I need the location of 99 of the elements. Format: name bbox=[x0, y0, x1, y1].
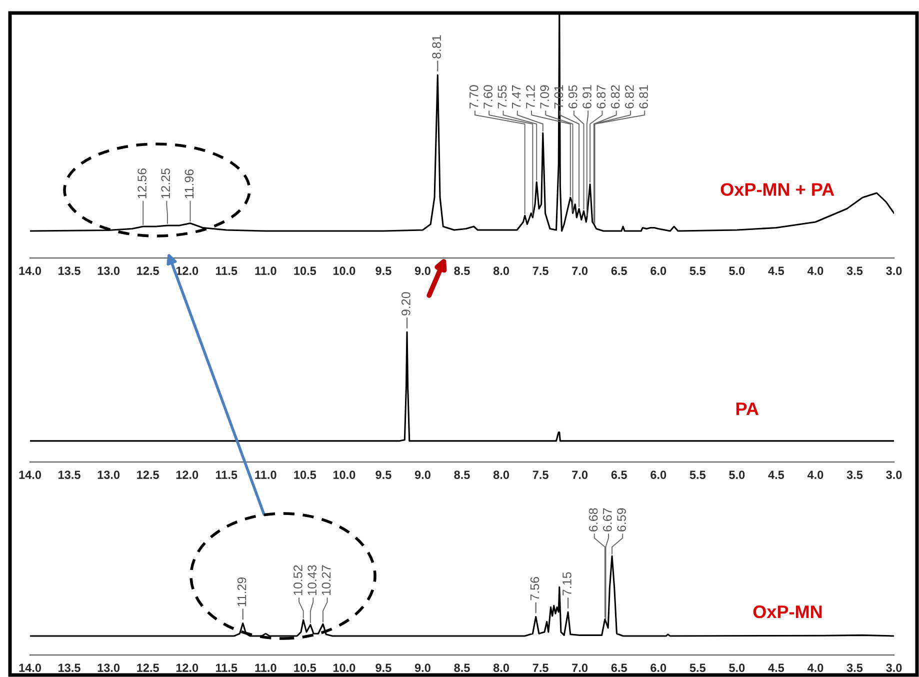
x-tick-label: 4.5 bbox=[768, 266, 784, 276]
x-tick-label: 9.5 bbox=[376, 470, 392, 480]
x-tick-label: 11.5 bbox=[216, 266, 238, 276]
x-tick-label: 14.0 bbox=[19, 664, 42, 672]
x-tick-label: 8.5 bbox=[454, 664, 470, 672]
x-tick-label: 6.0 bbox=[650, 664, 666, 672]
annotation: 11.29 bbox=[237, 577, 246, 606]
x-tick-label: 11.0 bbox=[255, 470, 276, 480]
x-tick-label: 11.5 bbox=[216, 470, 238, 480]
x-tick-label: 7.5 bbox=[532, 266, 548, 276]
annotation: 12.25 bbox=[161, 168, 170, 198]
annotation: 9.20 bbox=[402, 292, 410, 316]
x-tick-label: 3.0 bbox=[886, 470, 902, 480]
x-tick-label: 12.5 bbox=[137, 470, 159, 480]
x-tick-label: 6.5 bbox=[611, 470, 627, 480]
x-tick-label: 13.0 bbox=[98, 470, 120, 480]
annotation: 11.96 bbox=[184, 169, 194, 198]
x-tick-label: 13.5 bbox=[58, 664, 80, 672]
x-tick-label: 5.5 bbox=[690, 664, 706, 672]
annotation: 6.68 bbox=[588, 508, 598, 532]
x-tick-label: 12.0 bbox=[176, 266, 198, 276]
x-tick-label: 10.0 bbox=[333, 470, 356, 480]
x-tick-label: 4.0 bbox=[807, 664, 824, 672]
x-tick-label: 5.5 bbox=[690, 266, 706, 276]
series-label: OxP-MN + PA bbox=[720, 183, 834, 196]
annotation: 6.91 bbox=[582, 85, 592, 108]
x-tick-label: 7.5 bbox=[532, 664, 548, 672]
x-tick-label: 14.0 bbox=[19, 266, 42, 276]
x-tick-label: 5.0 bbox=[729, 470, 745, 480]
annotation: 10.43 bbox=[308, 565, 317, 595]
x-tick-label: 11.0 bbox=[255, 664, 276, 672]
annotation: 6.59 bbox=[617, 508, 626, 532]
x-tick-label: 13.5 bbox=[58, 266, 80, 276]
x-tick-label: 12.0 bbox=[176, 470, 198, 480]
x-tick-label: 8.0 bbox=[493, 664, 509, 672]
annotation: 7.47 bbox=[512, 85, 521, 108]
x-tick-label: 13.0 bbox=[98, 266, 120, 276]
x-tick-label: 10.5 bbox=[294, 664, 316, 672]
series-label: PA bbox=[736, 402, 759, 416]
annotation: 7.55 bbox=[498, 85, 507, 108]
x-tick-label: 10.5 bbox=[294, 470, 316, 480]
x-tick-label: 11.0 bbox=[255, 266, 276, 276]
x-tick-label: 8.5 bbox=[454, 266, 470, 276]
x-tick-label: 4.5 bbox=[768, 470, 784, 480]
x-tick-label: 8.0 bbox=[493, 266, 509, 276]
annotation: 12.56 bbox=[138, 168, 146, 198]
x-tick-label: 9.5 bbox=[376, 266, 392, 276]
x-tick-label: 10.0 bbox=[333, 266, 356, 276]
annotation: 6.82 bbox=[610, 85, 620, 108]
annotation: 7.70 bbox=[469, 85, 478, 108]
x-tick-label: 9.5 bbox=[376, 664, 392, 672]
x-tick-label: 9.0 bbox=[414, 664, 430, 672]
x-tick-label: 9.0 bbox=[414, 470, 430, 480]
x-tick-label: 4.0 bbox=[807, 266, 824, 276]
x-tick-label: 3.5 bbox=[846, 470, 863, 480]
x-tick-label: 6.5 bbox=[611, 664, 627, 672]
annotation: 8.81 bbox=[432, 35, 442, 58]
x-tick-label: 5.0 bbox=[729, 266, 745, 276]
x-tick-label: 7.0 bbox=[572, 266, 588, 276]
x-tick-label: 6.0 bbox=[650, 470, 666, 480]
annotation: 7.01 bbox=[554, 85, 564, 108]
x-tick-label: 14.0 bbox=[19, 470, 42, 480]
x-tick-label: 13.0 bbox=[98, 664, 120, 672]
annotation: 10.52 bbox=[294, 565, 302, 595]
annotation: 6.87 bbox=[596, 85, 606, 108]
x-tick-label: 12.5 bbox=[137, 266, 159, 276]
series-label: OxP-MN bbox=[753, 605, 822, 618]
x-tick-label: 3.5 bbox=[846, 664, 863, 672]
x-tick-label: 7.0 bbox=[572, 664, 588, 672]
x-tick-label: 6.0 bbox=[650, 266, 666, 276]
x-tick-label: 4.5 bbox=[768, 664, 784, 672]
annotation: 7.12 bbox=[526, 85, 535, 108]
x-tick-label: 7.5 bbox=[532, 470, 548, 480]
x-tick-label: 3.5 bbox=[846, 266, 863, 276]
annotation: 7.56 bbox=[530, 577, 540, 600]
x-tick-label: 5.5 bbox=[690, 470, 706, 480]
annotation: 6.82 bbox=[624, 85, 634, 108]
x-tick-label: 11.5 bbox=[216, 664, 238, 672]
x-tick-label: 7.0 bbox=[572, 470, 588, 480]
x-tick-label: 12.5 bbox=[137, 664, 159, 672]
x-tick-label: 10.5 bbox=[294, 266, 316, 276]
x-tick-label: 5.0 bbox=[729, 664, 745, 672]
x-tick-label: 3.0 bbox=[886, 664, 902, 672]
annotation: 10.27 bbox=[322, 565, 331, 595]
annotation: 7.09 bbox=[540, 85, 550, 108]
annotation: 6.95 bbox=[568, 85, 578, 108]
x-tick-label: 6.5 bbox=[611, 266, 627, 276]
x-tick-label: 10.0 bbox=[333, 664, 356, 672]
x-tick-label: 13.5 bbox=[58, 470, 80, 480]
x-tick-label: 4.0 bbox=[807, 470, 824, 480]
annotation: 6.81 bbox=[639, 85, 648, 108]
x-tick-label: 9.0 bbox=[414, 266, 430, 276]
x-tick-label: 12.0 bbox=[176, 664, 198, 672]
x-tick-label: 3.0 bbox=[886, 266, 902, 276]
annotation: 6.67 bbox=[602, 508, 612, 532]
x-tick-label: 8.0 bbox=[493, 470, 509, 480]
annotation: 7.15 bbox=[562, 572, 572, 596]
annotation: 7.60 bbox=[484, 85, 492, 108]
x-tick-label: 8.5 bbox=[454, 470, 470, 480]
